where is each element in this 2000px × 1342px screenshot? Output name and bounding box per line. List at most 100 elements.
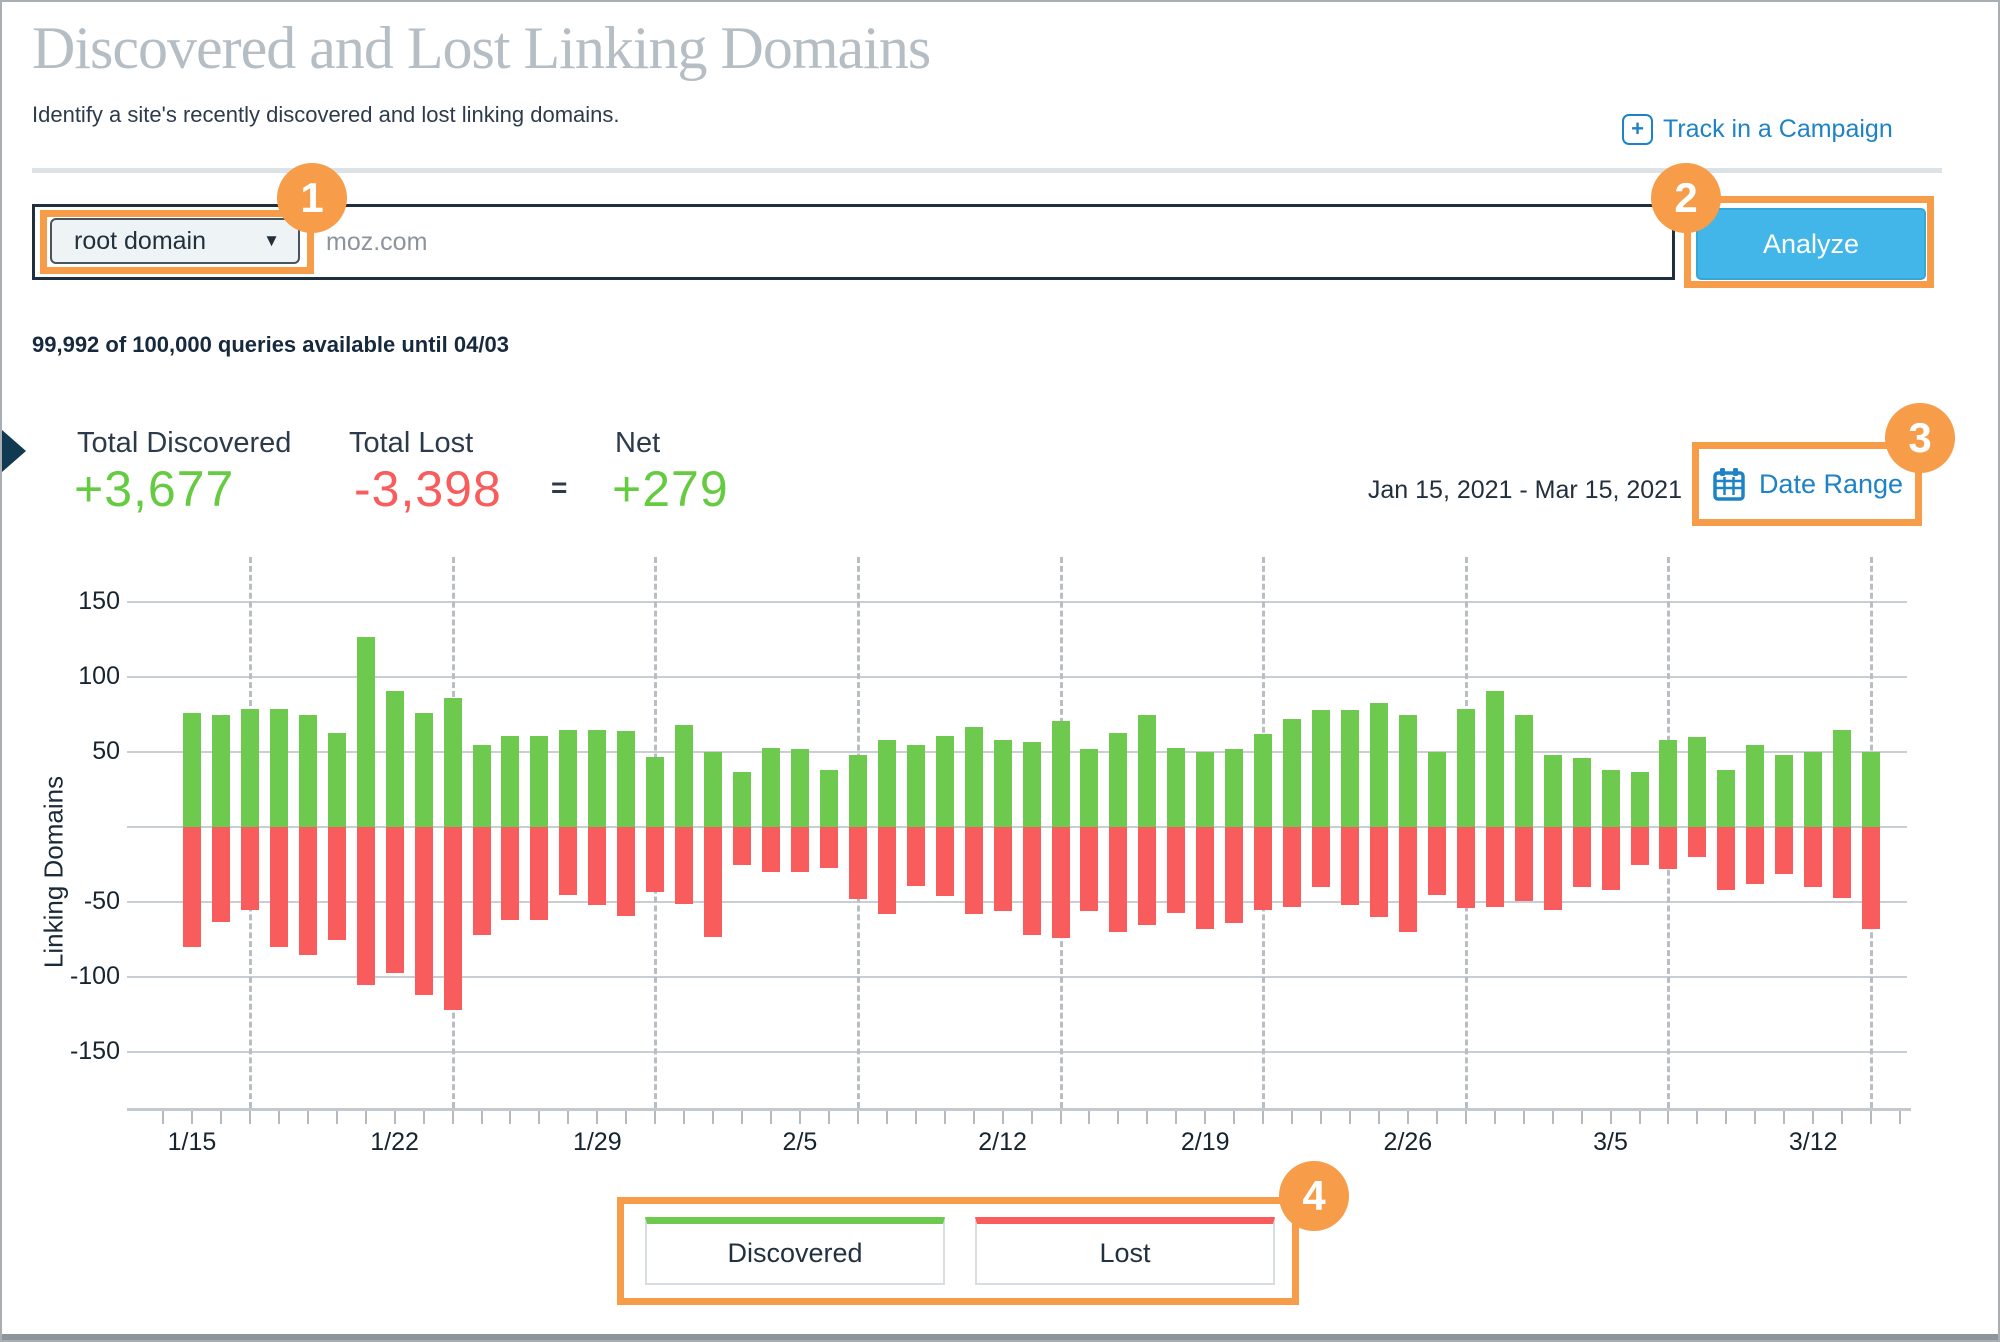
bar-lost-2/9[interactable] (906, 827, 925, 886)
bar-discovered-2/12[interactable] (993, 740, 1012, 827)
bar-discovered-2/24[interactable] (1341, 710, 1359, 827)
bar-lost-3/10[interactable] (1746, 827, 1765, 884)
bar-discovered-3/1[interactable] (1485, 690, 1504, 827)
bar-discovered-3/5[interactable] (1601, 770, 1620, 827)
bar-discovered-3/10[interactable] (1746, 744, 1765, 827)
bar-discovered-2/5[interactable] (790, 749, 809, 827)
bar-discovered-2/17[interactable] (1138, 714, 1157, 827)
bar-lost-2/8[interactable] (877, 827, 896, 914)
bar-discovered-2/15[interactable] (1080, 749, 1099, 827)
bar-lost-2/23[interactable] (1312, 827, 1331, 887)
bar-lost-1/31[interactable] (646, 827, 665, 892)
bar-lost-3/2[interactable] (1514, 827, 1533, 901)
bar-discovered-1/24[interactable] (443, 698, 462, 827)
bar-lost-1/16[interactable] (211, 827, 230, 922)
bar-discovered-1/26[interactable] (501, 735, 520, 827)
bar-lost-2/15[interactable] (1080, 827, 1099, 911)
bar-discovered-2/16[interactable] (1109, 732, 1128, 827)
bar-lost-1/28[interactable] (559, 827, 578, 895)
bar-lost-2/27[interactable] (1427, 827, 1446, 895)
bar-discovered-3/7[interactable] (1659, 740, 1678, 827)
bar-discovered-2/28[interactable] (1456, 708, 1475, 827)
bar-lost-3/11[interactable] (1775, 827, 1794, 874)
bar-discovered-3/14[interactable] (1862, 752, 1881, 827)
flyout-arrow-icon[interactable] (2, 430, 26, 472)
bar-lost-2/22[interactable] (1283, 827, 1302, 907)
bar-discovered-2/9[interactable] (906, 744, 925, 827)
bar-discovered-3/3[interactable] (1543, 755, 1562, 827)
bar-discovered-2/2[interactable] (704, 752, 723, 827)
bar-lost-1/20[interactable] (327, 827, 346, 940)
bar-discovered-1/27[interactable] (530, 735, 549, 827)
bar-discovered-1/22[interactable] (385, 690, 404, 827)
bar-lost-3/13[interactable] (1833, 827, 1852, 898)
bar-discovered-1/21[interactable] (356, 636, 375, 827)
bar-discovered-1/18[interactable] (269, 708, 288, 827)
search-input[interactable] (324, 216, 1528, 268)
bar-lost-1/30[interactable] (617, 827, 636, 916)
date-range-button[interactable]: Date Range (1692, 442, 1922, 526)
bar-discovered-2/21[interactable] (1254, 734, 1273, 827)
bar-lost-2/6[interactable] (819, 827, 838, 868)
bar-discovered-2/13[interactable] (1022, 741, 1041, 827)
bar-lost-2/16[interactable] (1109, 827, 1128, 932)
bar-discovered-3/12[interactable] (1804, 752, 1823, 827)
scope-dropdown[interactable]: root domain ▼ (50, 218, 300, 264)
bar-discovered-2/19[interactable] (1196, 752, 1215, 827)
bar-discovered-3/8[interactable] (1688, 737, 1707, 827)
bar-lost-2/19[interactable] (1196, 827, 1215, 929)
bar-discovered-2/7[interactable] (848, 755, 867, 827)
bar-lost-3/7[interactable] (1659, 827, 1678, 869)
bar-lost-3/8[interactable] (1688, 827, 1707, 857)
bar-lost-2/10[interactable] (935, 827, 954, 896)
bar-discovered-2/8[interactable] (877, 740, 896, 827)
bar-discovered-2/4[interactable] (762, 747, 780, 827)
bar-discovered-2/11[interactable] (964, 726, 983, 827)
bar-discovered-3/11[interactable] (1775, 755, 1794, 827)
bar-discovered-1/25[interactable] (472, 744, 491, 827)
bar-lost-2/11[interactable] (964, 827, 983, 914)
bar-lost-2/24[interactable] (1341, 827, 1359, 905)
bar-lost-1/25[interactable] (472, 827, 491, 935)
bar-lost-2/7[interactable] (848, 827, 867, 899)
bar-lost-1/26[interactable] (501, 827, 520, 920)
bar-lost-3/3[interactable] (1543, 827, 1562, 910)
bar-lost-1/19[interactable] (298, 827, 317, 955)
bar-lost-1/15[interactable] (183, 827, 201, 947)
bar-discovered-2/3[interactable] (733, 771, 752, 827)
bar-lost-3/4[interactable] (1572, 827, 1591, 887)
bar-lost-2/1[interactable] (675, 827, 694, 904)
bar-lost-2/13[interactable] (1022, 827, 1041, 935)
bar-discovered-2/20[interactable] (1225, 749, 1244, 827)
bar-lost-2/21[interactable] (1254, 827, 1273, 910)
bar-lost-2/25[interactable] (1369, 827, 1388, 917)
bar-discovered-3/6[interactable] (1630, 771, 1649, 827)
bar-lost-2/26[interactable] (1398, 827, 1417, 932)
bar-lost-1/17[interactable] (240, 827, 259, 910)
bar-lost-3/5[interactable] (1601, 827, 1620, 890)
bar-lost-1/24[interactable] (443, 827, 462, 1010)
bar-lost-1/21[interactable] (356, 827, 375, 985)
bar-discovered-2/10[interactable] (935, 735, 954, 827)
bar-discovered-2/18[interactable] (1167, 747, 1186, 827)
bar-lost-2/28[interactable] (1456, 827, 1475, 908)
bar-lost-2/17[interactable] (1138, 827, 1157, 925)
bar-discovered-2/1[interactable] (675, 725, 694, 827)
bar-lost-1/22[interactable] (385, 827, 404, 973)
bar-discovered-1/16[interactable] (211, 714, 230, 827)
bar-lost-1/23[interactable] (414, 827, 433, 995)
bar-discovered-2/6[interactable] (819, 770, 838, 827)
bar-lost-3/14[interactable] (1862, 827, 1881, 929)
bar-discovered-1/29[interactable] (588, 729, 607, 827)
bar-lost-3/12[interactable] (1804, 827, 1823, 887)
legend-discovered[interactable]: Discovered (645, 1217, 945, 1285)
bar-lost-2/3[interactable] (733, 827, 752, 865)
bar-discovered-2/14[interactable] (1051, 720, 1070, 827)
bar-lost-2/14[interactable] (1051, 827, 1070, 938)
bar-lost-2/18[interactable] (1167, 827, 1186, 913)
bar-discovered-1/17[interactable] (240, 708, 259, 827)
bar-lost-3/9[interactable] (1717, 827, 1736, 890)
bar-discovered-2/27[interactable] (1427, 752, 1446, 827)
analyze-button[interactable]: Analyze (1696, 208, 1926, 280)
bar-discovered-1/31[interactable] (646, 756, 665, 827)
